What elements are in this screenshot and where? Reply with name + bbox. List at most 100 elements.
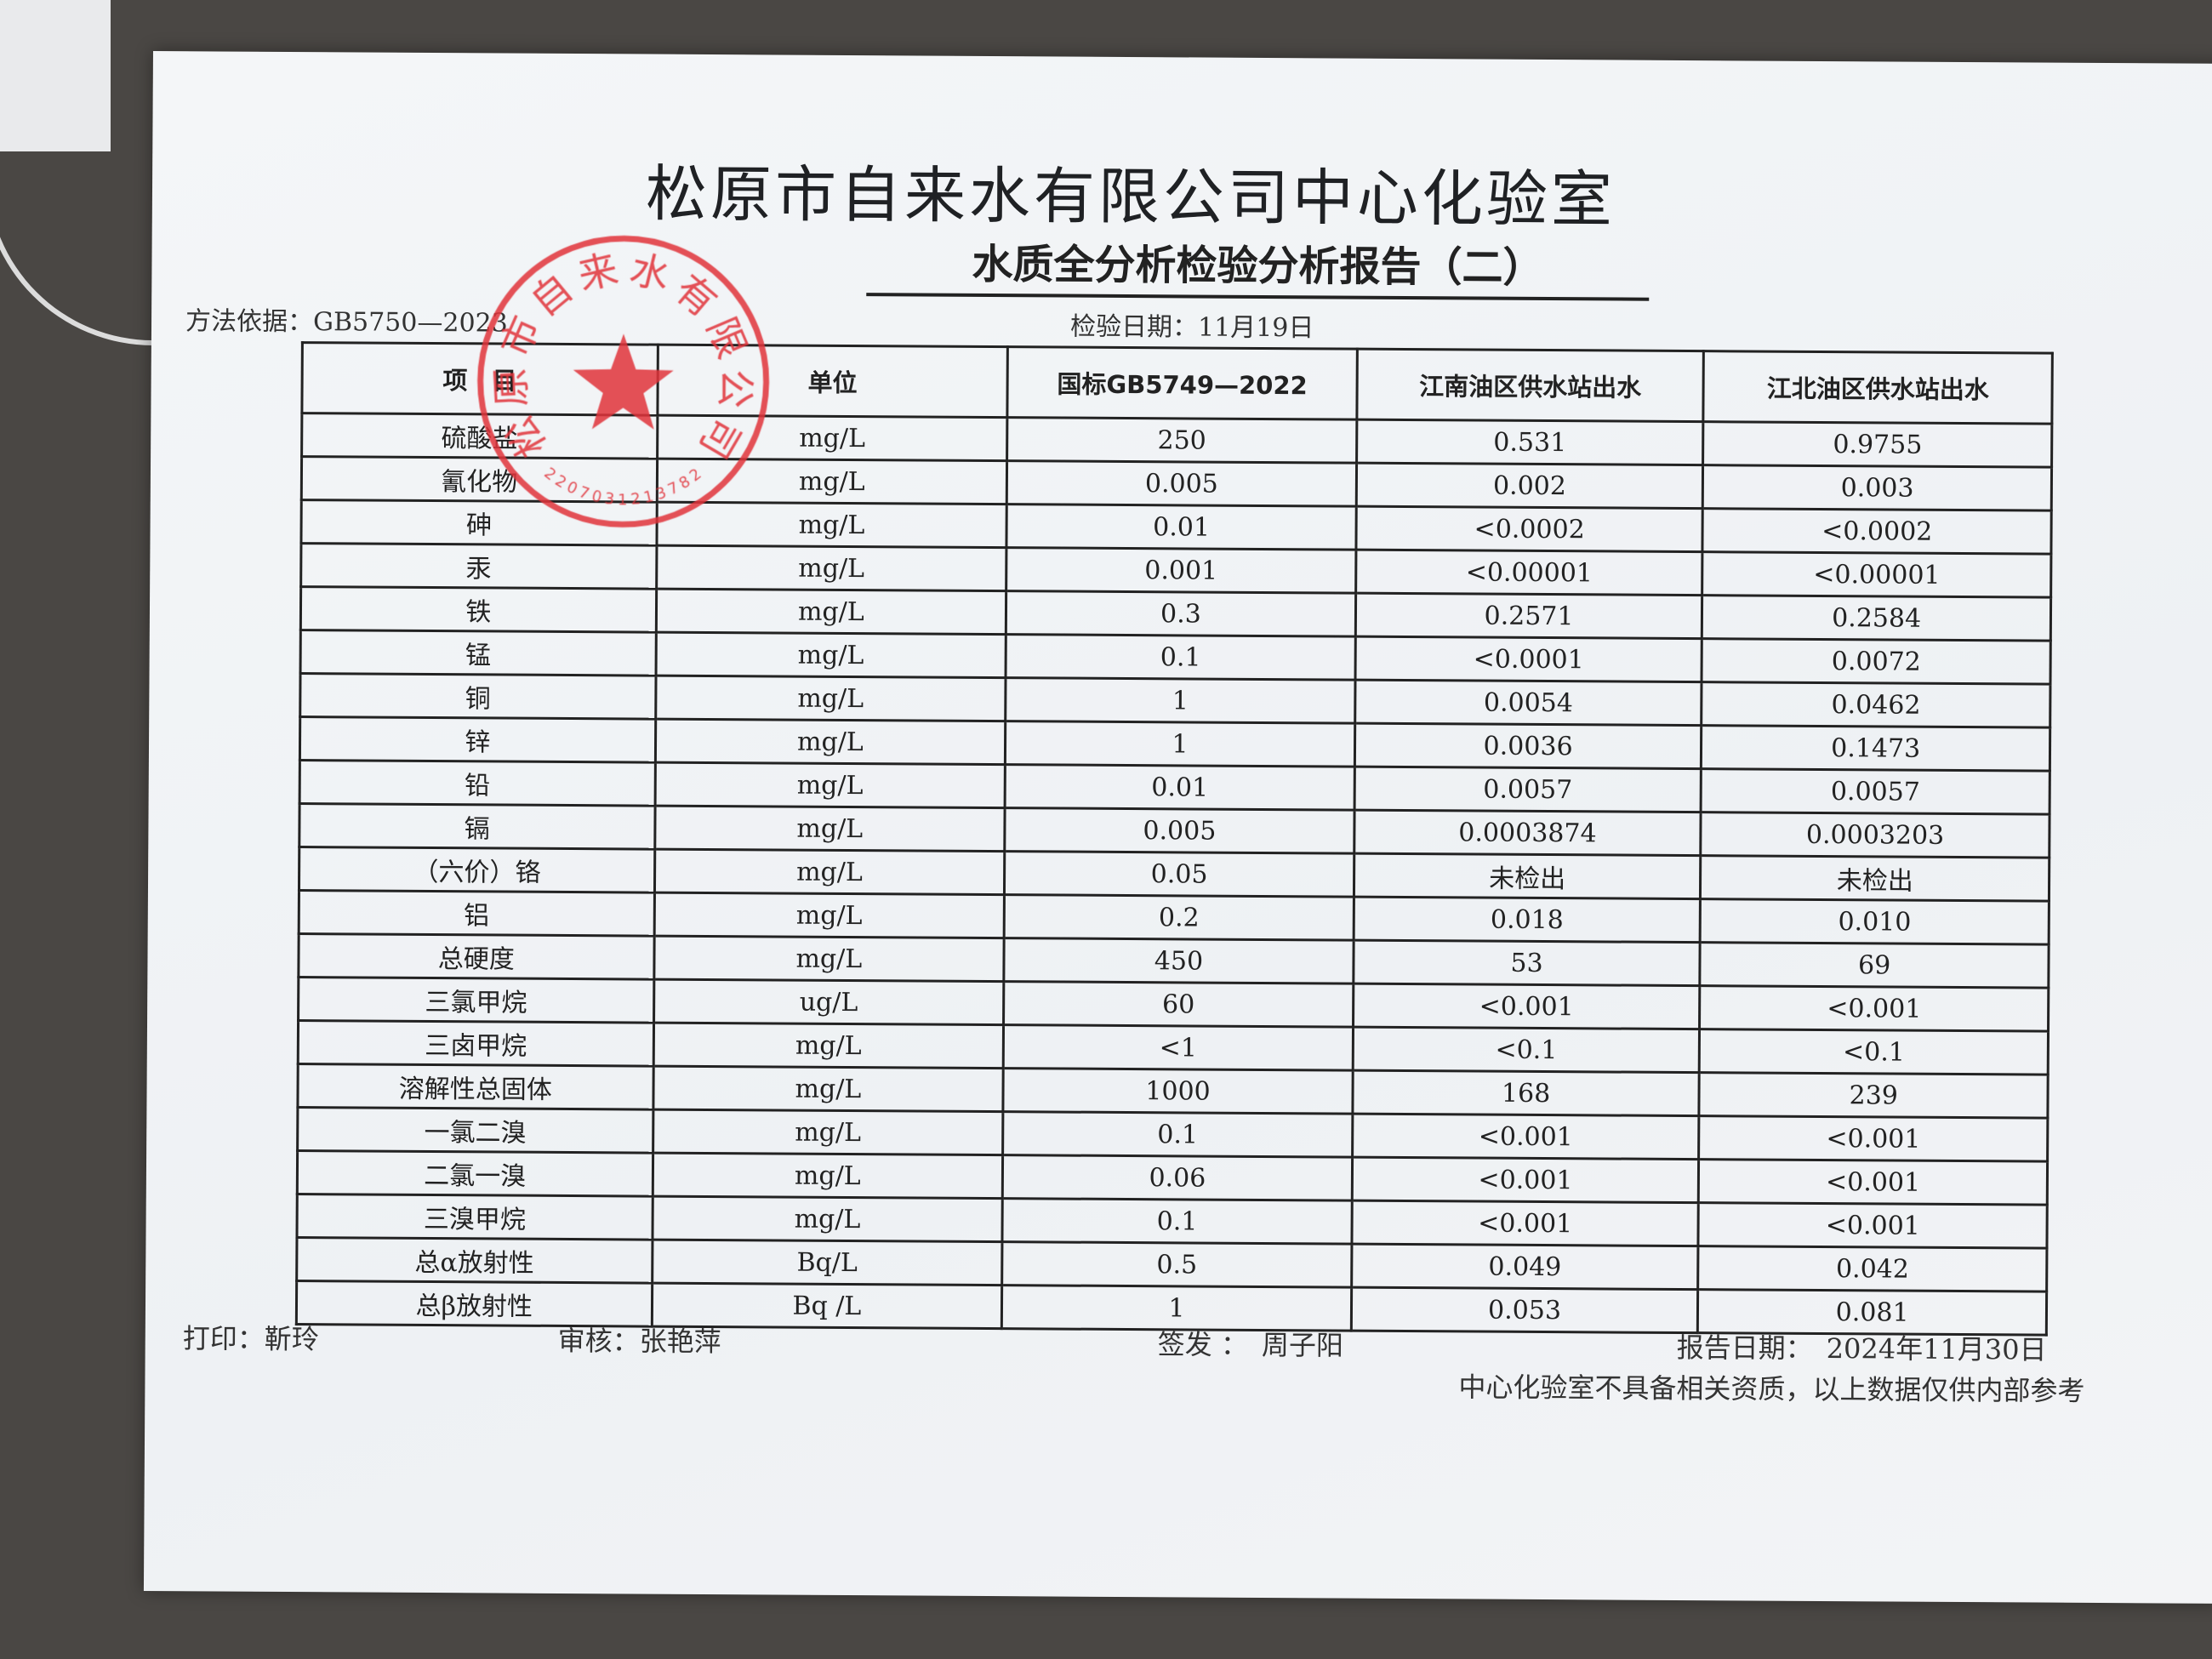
cell-unit: mg/L: [652, 1153, 1003, 1199]
cell-jiangbei-outlet: 0.0057: [1701, 768, 2050, 815]
cell-unit: mg/L: [653, 1066, 1004, 1112]
cell-jiangnan-outlet: <0.001: [1351, 1200, 1699, 1246]
cell-national-standard: 60: [1003, 981, 1354, 1028]
cell-jiangnan-outlet: 53: [1353, 940, 1701, 986]
report-sheet: 松原市自来水有限公司中心化验室 水质全分析检验分析报告（二） 方法依据：GB57…: [143, 51, 2212, 1604]
cell-jiangbei-outlet: <0.00001: [1702, 551, 2051, 598]
cell-national-standard: <1: [1003, 1024, 1354, 1071]
cell-jiangnan-outlet: 0.2571: [1355, 593, 1703, 639]
cell-item: 硫酸盐: [301, 413, 658, 459]
cell-jiangnan-outlet: <0.1: [1352, 1027, 1700, 1073]
cell-national-standard: 0.1: [1002, 1111, 1353, 1158]
cell-jiangbei-outlet: 0.9755: [1702, 421, 2052, 468]
cell-unit: mg/L: [652, 1196, 1003, 1242]
test-date: 检验日期：11月19日: [1069, 311, 1314, 344]
cell-unit: mg/L: [656, 459, 1007, 505]
cell-jiangbei-outlet: <0.001: [1699, 985, 2049, 1032]
issued-by: 签发 ： 周子阳: [1157, 1328, 1344, 1362]
cell-jiangnan-outlet: <0.001: [1353, 983, 1701, 1029]
cell-jiangbei-outlet: 239: [1699, 1072, 2049, 1119]
cell-national-standard: 1: [1001, 1285, 1352, 1331]
cell-unit: Bq/L: [652, 1240, 1003, 1286]
cell-item: 总α放射性: [296, 1237, 653, 1284]
cell-national-standard: 1: [1005, 721, 1355, 767]
cell-item: 镉: [299, 803, 655, 850]
cell-unit: mg/L: [654, 762, 1006, 808]
cell-item: 三卤甲烷: [298, 1020, 654, 1067]
column-header-jiangbei-outlet: 江北油区供水站出水: [1703, 351, 2053, 425]
cell-jiangbei-outlet: 0.0462: [1702, 681, 2050, 728]
cell-jiangbei-outlet: <0.001: [1698, 1159, 2048, 1206]
cell-national-standard: 0.005: [1006, 460, 1357, 507]
cell-national-standard: 250: [1006, 417, 1357, 464]
column-header-item: 项 目: [301, 342, 658, 416]
cell-item: 铅: [299, 760, 655, 807]
report-title: 松原市自来水有限公司中心化验室: [645, 157, 1616, 236]
cell-item: 三溴甲烷: [296, 1194, 653, 1240]
cell-national-standard: 1: [1005, 677, 1355, 724]
cell-unit: mg/L: [655, 589, 1006, 635]
cell-item: 二氯一溴: [297, 1150, 653, 1197]
cell-item: 总β放射性: [296, 1280, 653, 1327]
cell-jiangbei-outlet: 0.081: [1697, 1289, 2047, 1336]
report-subtitle: 水质全分析检验分析报告（二）: [866, 230, 1650, 301]
method-basis: 方法依据：GB5750—2023: [185, 306, 508, 339]
cell-jiangnan-outlet: 0.0057: [1354, 767, 1702, 812]
column-header-unit: 单位: [657, 345, 1008, 418]
cell-item: 锰: [300, 630, 656, 676]
cell-unit: mg/L: [653, 1023, 1004, 1069]
cell-item: 一氯二溴: [297, 1107, 653, 1154]
cell-jiangbei-outlet: 69: [1700, 942, 2050, 989]
cell-national-standard: 0.1: [1006, 634, 1356, 681]
cell-jiangnan-outlet: 168: [1352, 1070, 1700, 1116]
cell-unit: mg/L: [653, 1109, 1004, 1155]
cell-jiangnan-outlet: <0.0001: [1354, 636, 1702, 682]
cell-national-standard: 0.06: [1002, 1154, 1353, 1201]
cell-jiangbei-outlet: <0.001: [1698, 1202, 2048, 1249]
cell-jiangnan-outlet: 0.002: [1356, 463, 1703, 509]
cell-jiangbei-outlet: 0.0072: [1702, 638, 2051, 685]
cell-item: 铁: [300, 586, 657, 633]
cell-item: 砷: [300, 499, 657, 546]
cell-item: （六价）铬: [299, 847, 655, 893]
cell-jiangbei-outlet: <0.1: [1699, 1029, 2049, 1075]
cell-jiangbei-outlet: 0.1473: [1701, 725, 2050, 772]
cell-unit: Bq /L: [651, 1283, 1002, 1329]
cell-national-standard: 0.5: [1001, 1241, 1352, 1288]
cell-item: 三氯甲烷: [298, 977, 654, 1023]
cell-item: 铝: [299, 890, 655, 937]
cell-item: 氰化物: [301, 456, 658, 503]
cell-jiangnan-outlet: 0.049: [1351, 1244, 1699, 1290]
cell-jiangnan-outlet: <0.001: [1352, 1157, 1699, 1203]
cell-national-standard: 450: [1004, 938, 1354, 984]
cell-national-standard: 0.01: [1006, 504, 1357, 550]
cell-national-standard: 0.3: [1006, 590, 1356, 637]
cell-item: 锌: [299, 716, 656, 763]
report-date: 报告日期： 2024年11月30日: [1676, 1331, 2047, 1366]
reviewed-by: 审核：张艳萍: [557, 1324, 721, 1359]
cell-unit: mg/L: [653, 892, 1005, 938]
cell-item: 溶解性总固体: [297, 1063, 653, 1110]
cell-national-standard: 0.01: [1005, 764, 1355, 811]
cell-jiangbei-outlet: 未检出: [1700, 855, 2050, 902]
cell-jiangbei-outlet: <0.0002: [1702, 508, 2052, 555]
cell-jiangnan-outlet: 0.018: [1353, 897, 1701, 943]
cell-unit: mg/L: [655, 632, 1006, 678]
cell-jiangbei-outlet: 0.042: [1698, 1246, 2047, 1292]
cell-jiangbei-outlet: 0.0003203: [1701, 812, 2050, 858]
cell-national-standard: 1000: [1003, 1068, 1353, 1115]
cell-national-standard: 0.1: [1002, 1198, 1353, 1245]
cell-item: 铜: [299, 673, 656, 720]
background-paper: [0, 0, 111, 151]
cell-jiangbei-outlet: <0.001: [1698, 1115, 2048, 1162]
cell-national-standard: 0.05: [1004, 851, 1354, 898]
cell-jiangnan-outlet: 0.531: [1356, 419, 1704, 465]
cell-jiangnan-outlet: <0.0002: [1355, 506, 1703, 552]
cell-jiangnan-outlet: 0.053: [1351, 1287, 1699, 1333]
cell-unit: mg/L: [654, 719, 1006, 765]
cell-jiangnan-outlet: 0.0054: [1354, 680, 1702, 726]
results-table: 项 目单位 国标GB5749—2022 江南油区供水站出水 江北油区供水站出水 硫酸盐…: [295, 341, 2054, 1337]
disclaimer: 中心化验室不具备相关资质，以上数据仅供内部参考: [1458, 1371, 2085, 1407]
cell-national-standard: 0.001: [1006, 547, 1356, 594]
cell-unit: mg/L: [656, 545, 1007, 591]
